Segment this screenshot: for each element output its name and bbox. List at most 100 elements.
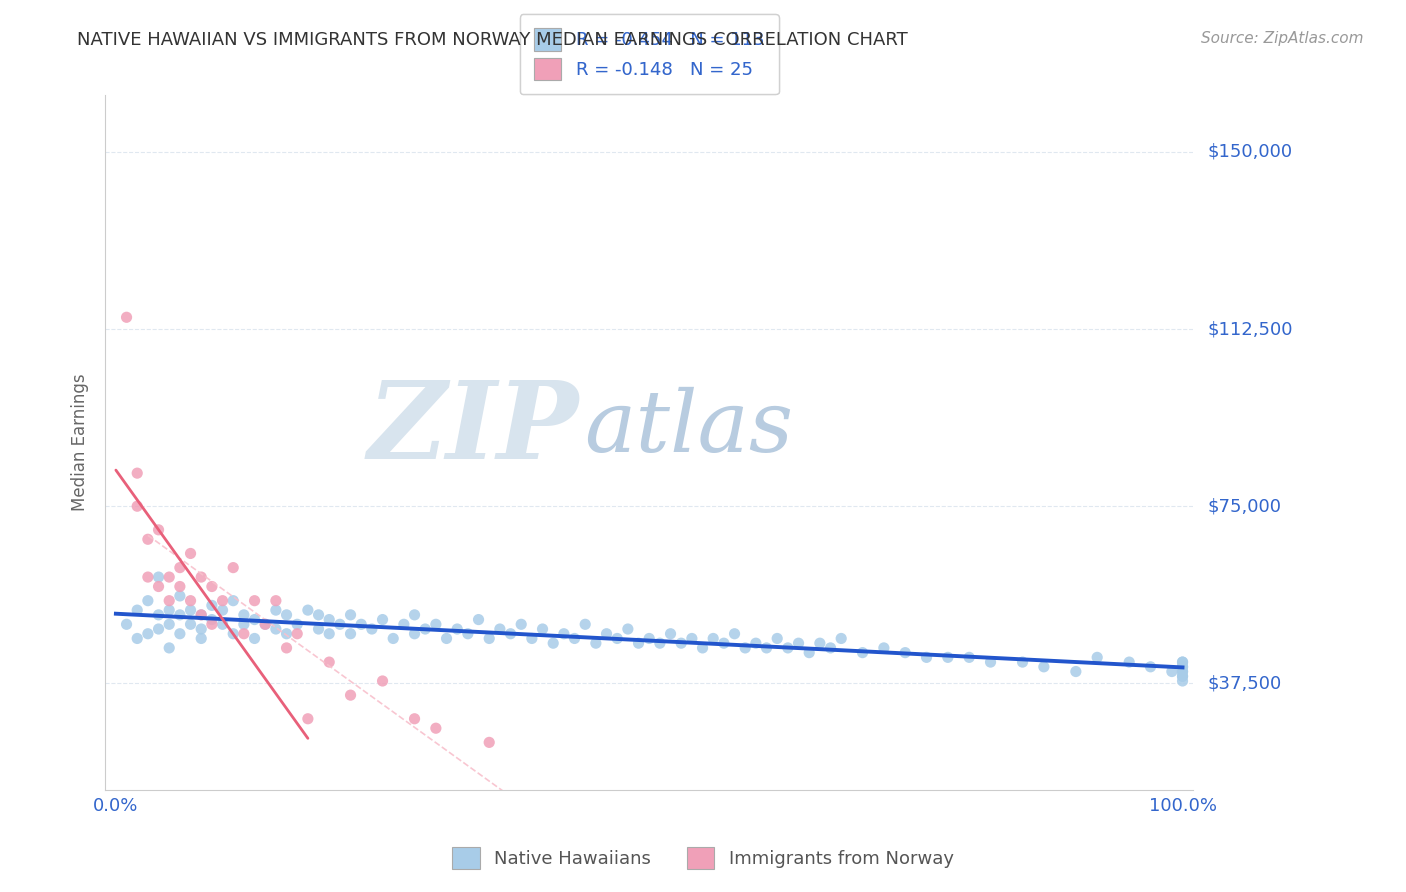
Point — [1064, 665, 1087, 679]
Point — [574, 617, 596, 632]
Point — [276, 640, 298, 655]
Point — [148, 570, 170, 584]
Point — [115, 310, 138, 325]
Point — [360, 622, 382, 636]
Point — [1171, 655, 1194, 669]
Point — [180, 546, 202, 560]
Point — [787, 636, 810, 650]
Point — [169, 607, 191, 622]
Point — [254, 617, 277, 632]
Point — [169, 580, 191, 594]
Point — [499, 626, 522, 640]
Point — [520, 632, 543, 646]
Point — [190, 622, 212, 636]
Point — [180, 593, 202, 607]
Point — [446, 622, 468, 636]
Text: NATIVE HAWAIIAN VS IMMIGRANTS FROM NORWAY MEDIAN EARNINGS CORRELATION CHART: NATIVE HAWAIIAN VS IMMIGRANTS FROM NORWA… — [77, 31, 908, 49]
Point — [1171, 660, 1194, 674]
Point — [392, 617, 415, 632]
Point — [745, 636, 768, 650]
Point — [1171, 669, 1194, 683]
Y-axis label: Median Earnings: Median Earnings — [72, 374, 89, 511]
Point — [339, 626, 361, 640]
Point — [264, 603, 287, 617]
Point — [1171, 660, 1194, 674]
Text: $75,000: $75,000 — [1208, 497, 1281, 516]
Text: $37,500: $37,500 — [1208, 674, 1281, 692]
Point — [285, 626, 308, 640]
Point — [329, 617, 352, 632]
Point — [531, 622, 554, 636]
Point — [136, 626, 159, 640]
Point — [1171, 669, 1194, 683]
Point — [404, 712, 426, 726]
Point — [243, 593, 266, 607]
Point — [169, 560, 191, 574]
Legend: Native Hawaiians, Immigrants from Norway: Native Hawaiians, Immigrants from Norway — [446, 839, 960, 876]
Point — [297, 712, 319, 726]
Point — [980, 655, 1002, 669]
Point — [371, 673, 394, 688]
Point — [180, 603, 202, 617]
Point — [1171, 665, 1194, 679]
Point — [157, 603, 180, 617]
Point — [232, 617, 254, 632]
Point — [115, 617, 138, 632]
Point — [541, 636, 564, 650]
Point — [830, 632, 852, 646]
Point — [404, 607, 426, 622]
Point — [136, 593, 159, 607]
Point — [264, 622, 287, 636]
Point — [915, 650, 938, 665]
Point — [669, 636, 692, 650]
Point — [371, 613, 394, 627]
Point — [894, 646, 917, 660]
Point — [755, 640, 778, 655]
Point — [425, 617, 447, 632]
Point — [820, 640, 842, 655]
Point — [222, 626, 245, 640]
Point — [201, 613, 224, 627]
Point — [606, 632, 628, 646]
Point — [211, 617, 233, 632]
Point — [723, 626, 745, 640]
Point — [318, 655, 340, 669]
Text: $150,000: $150,000 — [1208, 143, 1292, 161]
Point — [595, 626, 617, 640]
Point — [127, 466, 149, 480]
Point — [808, 636, 831, 650]
Point — [585, 636, 607, 650]
Point — [553, 626, 575, 640]
Point — [276, 626, 298, 640]
Point — [1171, 665, 1194, 679]
Point — [873, 640, 896, 655]
Point — [264, 593, 287, 607]
Point — [1171, 655, 1194, 669]
Point — [157, 617, 180, 632]
Point — [157, 570, 180, 584]
Point — [489, 622, 512, 636]
Point — [232, 607, 254, 622]
Text: atlas: atlas — [583, 387, 793, 470]
Point — [510, 617, 533, 632]
Point — [190, 632, 212, 646]
Point — [190, 607, 212, 622]
Point — [467, 613, 489, 627]
Point — [851, 646, 873, 660]
Point — [436, 632, 458, 646]
Text: Source: ZipAtlas.com: Source: ZipAtlas.com — [1201, 31, 1364, 46]
Point — [148, 523, 170, 537]
Point — [734, 640, 756, 655]
Point — [318, 613, 340, 627]
Text: ZIP: ZIP — [367, 376, 578, 482]
Point — [180, 617, 202, 632]
Point — [339, 688, 361, 702]
Point — [169, 626, 191, 640]
Point — [157, 593, 180, 607]
Point — [297, 603, 319, 617]
Point — [243, 632, 266, 646]
Point — [169, 589, 191, 603]
Point — [564, 632, 586, 646]
Point — [318, 626, 340, 640]
Point — [127, 632, 149, 646]
